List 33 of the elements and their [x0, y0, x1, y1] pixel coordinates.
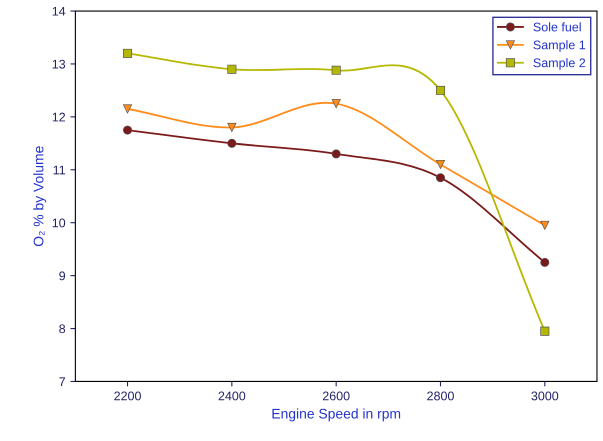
y-tick-label: 12 [52, 112, 66, 122]
y-tick-label: 14 [52, 6, 66, 16]
y-axis-title: O₂ % by Volume [33, 146, 46, 246]
y-tick-label: 9 [59, 271, 66, 280]
point [227, 64, 236, 74]
x-tick-label: 2800 [427, 392, 454, 400]
x-tick-label: 2600 [322, 392, 350, 400]
point [540, 220, 550, 230]
point [123, 126, 132, 135]
point [227, 138, 236, 148]
point [227, 122, 236, 132]
x-tick-label: 3000 [531, 392, 558, 400]
point [332, 149, 341, 158]
point [332, 99, 341, 108]
point [540, 258, 550, 267]
y-tick-label: 13 [52, 60, 66, 69]
legend-label: Sole fuel [533, 22, 581, 32]
x-tick-label: 2200 [114, 392, 141, 400]
point [436, 173, 446, 182]
y-tick-label: 11 [54, 166, 66, 174]
point [436, 86, 446, 95]
y-tick-label: 10 [52, 218, 66, 228]
point [540, 326, 550, 336]
point [436, 160, 446, 170]
point [123, 104, 132, 114]
y-tick-label: 8 [59, 324, 66, 334]
point [123, 48, 132, 58]
legend-label: Sample 1 [533, 40, 586, 52]
x-axis-title: Engine Speed in rpm [272, 408, 400, 422]
x-tick-label: 2400 [218, 392, 246, 400]
point [332, 66, 341, 75]
legend-label: Sample 2 [533, 58, 586, 70]
y-tick-label: 7 [59, 377, 66, 386]
